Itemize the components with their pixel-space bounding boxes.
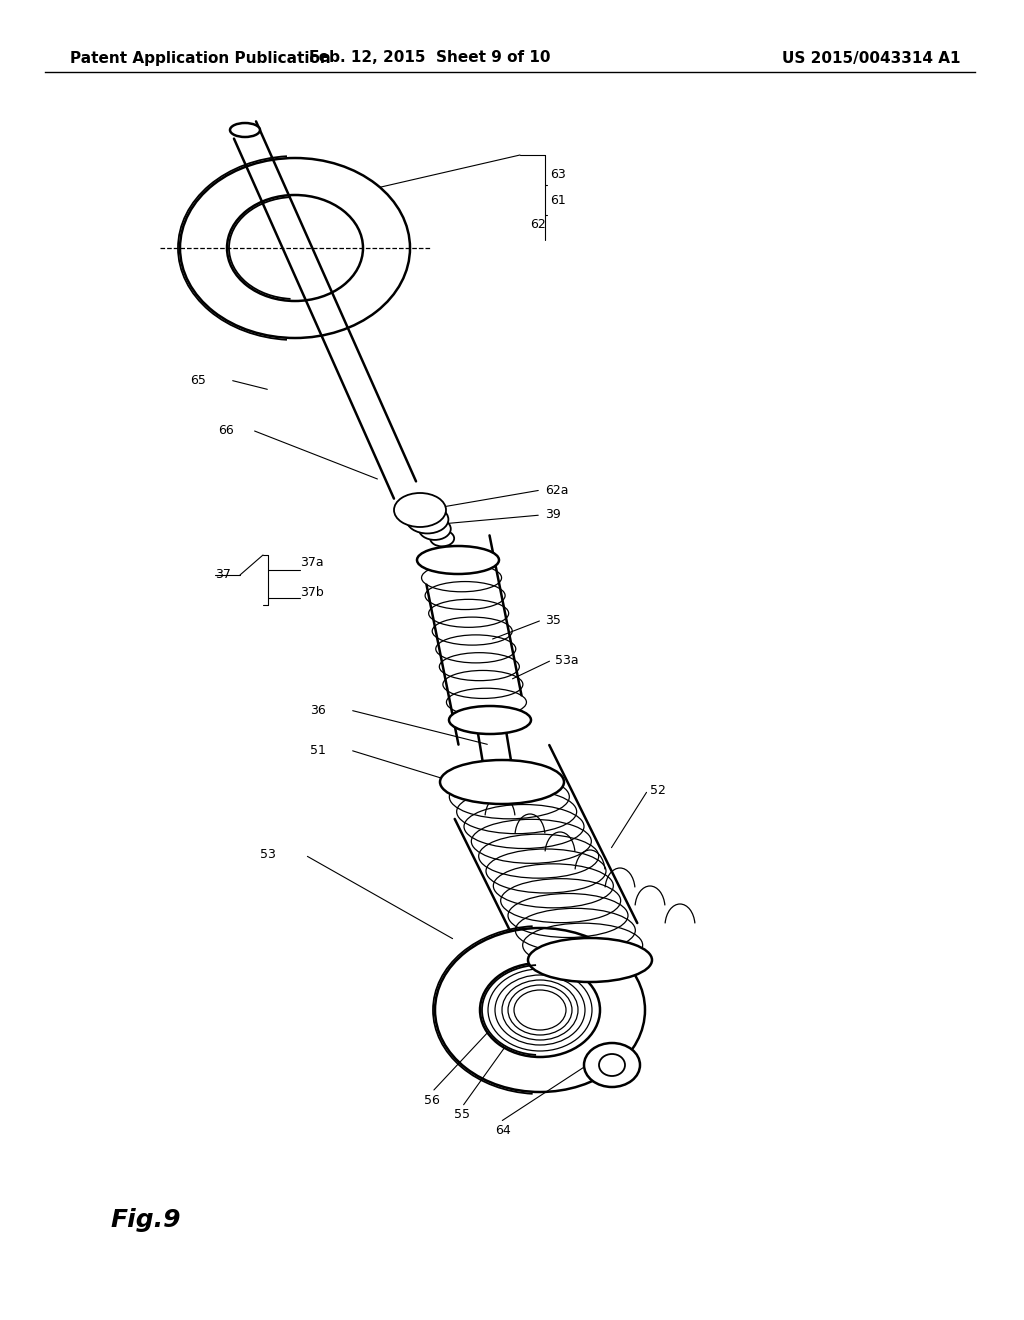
Ellipse shape xyxy=(394,492,446,527)
Text: 56: 56 xyxy=(424,1093,440,1106)
Text: 52: 52 xyxy=(650,784,666,796)
Text: US 2015/0043314 A1: US 2015/0043314 A1 xyxy=(781,50,961,66)
Ellipse shape xyxy=(480,964,600,1057)
Text: 62: 62 xyxy=(530,219,546,231)
Text: 37b: 37b xyxy=(300,586,324,598)
Ellipse shape xyxy=(599,1053,625,1076)
Ellipse shape xyxy=(449,706,531,734)
Text: Fig.9: Fig.9 xyxy=(110,1208,180,1232)
Text: 53: 53 xyxy=(260,849,275,862)
Text: Feb. 12, 2015  Sheet 9 of 10: Feb. 12, 2015 Sheet 9 of 10 xyxy=(309,50,551,66)
Text: Patent Application Publication: Patent Application Publication xyxy=(70,50,331,66)
Text: 37: 37 xyxy=(215,569,230,582)
Text: 51: 51 xyxy=(310,743,326,756)
Ellipse shape xyxy=(528,939,652,982)
Text: 65: 65 xyxy=(190,374,206,387)
Ellipse shape xyxy=(435,928,645,1092)
Text: 37a: 37a xyxy=(300,556,324,569)
Ellipse shape xyxy=(440,760,564,804)
Ellipse shape xyxy=(227,195,362,301)
Text: 35: 35 xyxy=(545,614,561,627)
Ellipse shape xyxy=(419,517,451,540)
Ellipse shape xyxy=(417,546,499,574)
Text: 61: 61 xyxy=(550,194,565,206)
Text: 53a: 53a xyxy=(555,653,579,667)
Ellipse shape xyxy=(584,1043,640,1086)
Ellipse shape xyxy=(430,531,455,546)
Text: 66: 66 xyxy=(218,424,233,437)
Ellipse shape xyxy=(180,158,410,338)
Text: 63: 63 xyxy=(550,169,565,181)
Ellipse shape xyxy=(407,506,449,533)
Text: 62a: 62a xyxy=(545,483,568,496)
Text: 55: 55 xyxy=(454,1109,470,1122)
Ellipse shape xyxy=(230,123,260,137)
Text: 39: 39 xyxy=(545,508,561,521)
Text: 64: 64 xyxy=(496,1123,511,1137)
Text: 36: 36 xyxy=(310,704,326,717)
